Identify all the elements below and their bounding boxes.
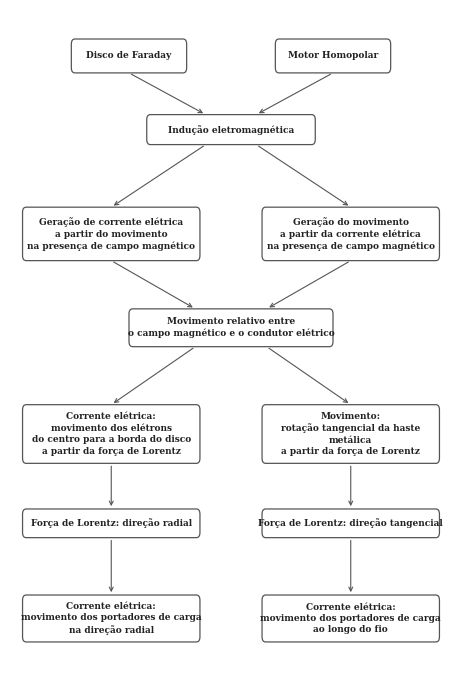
Text: Corrente elétrica:
movimento dos elétrons
do centro para a borda do disco
a part: Corrente elétrica: movimento dos elétron… — [31, 412, 191, 456]
Text: Movimento:
rotação tangencial da haste
metálica
a partir da força de Lorentz: Movimento: rotação tangencial da haste m… — [281, 411, 420, 456]
Text: Geração de corrente elétrica
a partir do movimento
na presença de campo magnétic: Geração de corrente elétrica a partir do… — [27, 217, 195, 251]
Text: Indução eletromagnética: Indução eletromagnética — [168, 125, 294, 134]
FancyBboxPatch shape — [262, 405, 439, 463]
FancyBboxPatch shape — [275, 39, 391, 73]
FancyBboxPatch shape — [71, 39, 187, 73]
FancyBboxPatch shape — [262, 595, 439, 642]
Text: Disco de Faraday: Disco de Faraday — [86, 52, 171, 60]
Text: Corrente elétrica:
movimento dos portadores de carga
na direção radial: Corrente elétrica: movimento dos portado… — [21, 602, 201, 635]
Text: Motor Homopolar: Motor Homopolar — [288, 52, 378, 60]
FancyBboxPatch shape — [23, 207, 200, 261]
FancyBboxPatch shape — [129, 309, 333, 347]
FancyBboxPatch shape — [147, 115, 315, 145]
Text: Movimento relativo entre
o campo magnético e o condutor elétrico: Movimento relativo entre o campo magnéti… — [128, 317, 334, 338]
Text: Força de Lorentz: direção radial: Força de Lorentz: direção radial — [30, 518, 192, 528]
FancyBboxPatch shape — [23, 405, 200, 463]
Text: Corrente elétrica:
movimento dos portadores de carga
ao longo do fio: Corrente elétrica: movimento dos portado… — [261, 602, 441, 634]
FancyBboxPatch shape — [23, 595, 200, 642]
Text: Força de Lorentz: direção tangencial: Força de Lorentz: direção tangencial — [258, 518, 443, 528]
FancyBboxPatch shape — [23, 509, 200, 538]
FancyBboxPatch shape — [262, 509, 439, 538]
Text: Geração do movimento
a partir da corrente elétrica
na presença de campo magnétic: Geração do movimento a partir da corrent… — [267, 217, 435, 251]
FancyBboxPatch shape — [262, 207, 439, 261]
